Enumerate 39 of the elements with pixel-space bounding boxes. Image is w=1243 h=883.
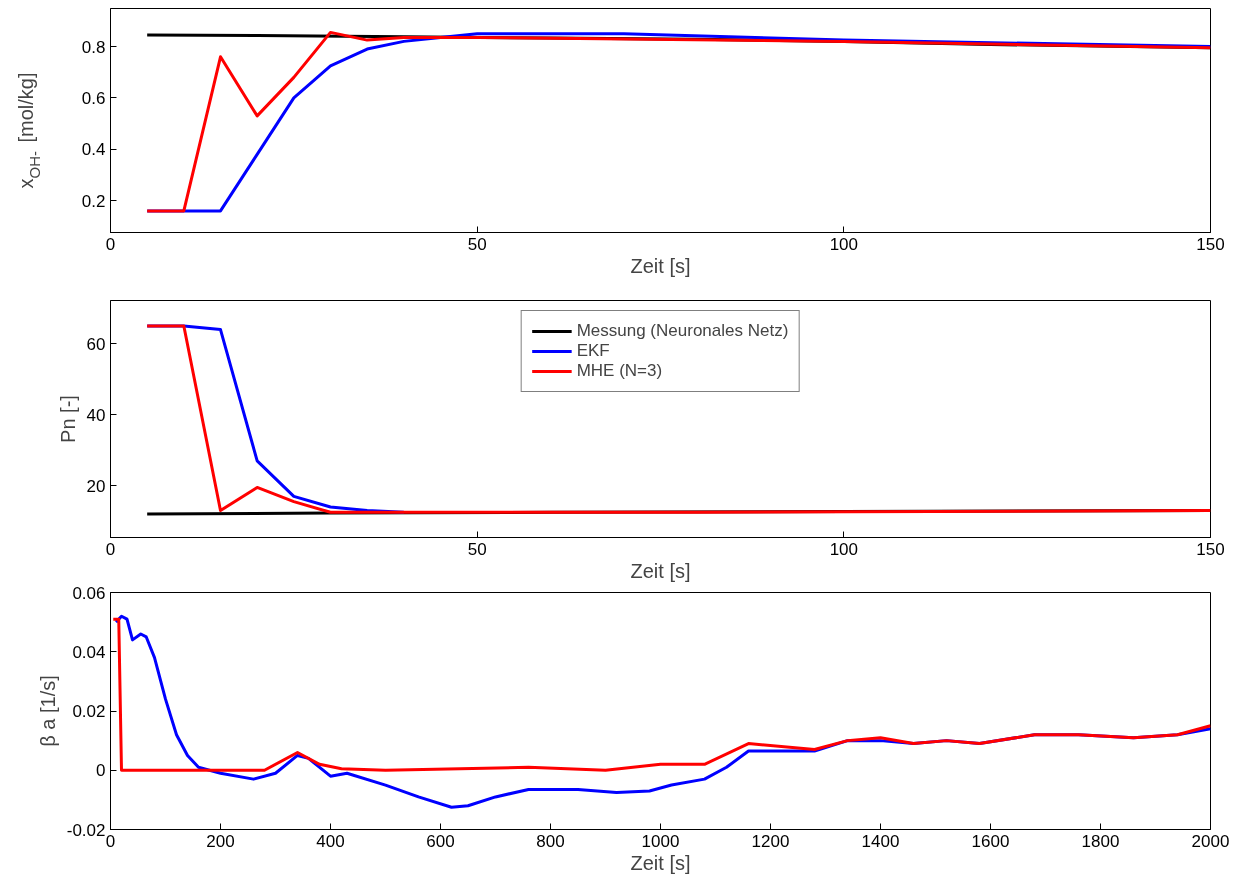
x-tick-label: 150 (1196, 234, 1225, 254)
x-tick-label: 50 (467, 234, 487, 254)
legend-label: EKF (576, 341, 610, 361)
y-tick-label: 60 (86, 334, 106, 354)
legend-label: Messung (Neuronales Netz) (576, 321, 789, 341)
x-tick-label: 1800 (1081, 831, 1120, 851)
y-tick-label: -0.02 (66, 820, 106, 840)
y-tick-label: 20 (86, 476, 106, 496)
y-axis-title: xOH- [mol/kg] (14, 72, 43, 189)
y-tick-label: 0.4 (81, 140, 106, 160)
x-tick-label: 1200 (751, 831, 790, 851)
y-tick-label: 0.04 (72, 642, 106, 662)
x-tick-label: 100 (829, 539, 859, 559)
y-tick-label: 0.06 (72, 583, 106, 603)
legend-label: MHE (N=3) (576, 361, 663, 381)
y-tick-label: 0 (96, 761, 106, 781)
x-tick-label: 400 (316, 831, 345, 851)
x-tick-label: 800 (536, 831, 565, 851)
y-tick-label: 40 (86, 405, 106, 425)
x-tick-label: 50 (467, 539, 487, 559)
x-tick-label: 1400 (861, 831, 900, 851)
y-axis-title: β a [1/s] (36, 675, 59, 747)
x-tick-label: 2000 (1191, 831, 1230, 851)
x-tick-label: 600 (426, 831, 455, 851)
line-series (111, 617, 1211, 772)
x-tick-label: 1600 (971, 831, 1010, 851)
y-tick-label: 0.2 (81, 191, 106, 211)
line-series (145, 324, 1211, 514)
x-axis-title: Zeit [s] (630, 851, 691, 874)
x-axis-title: Zeit [s] (630, 254, 691, 277)
y-tick-label: 0.02 (72, 702, 106, 721)
y-tick-label: 0.8 (81, 37, 106, 57)
x-tick-label: 200 (206, 831, 235, 851)
y-tick-label: 0.6 (81, 88, 106, 108)
x-tick-label: 100 (829, 234, 859, 254)
x-axis-title: Zeit [s] (630, 559, 691, 582)
x-tick-label: 1000 (641, 831, 680, 851)
x-tick-label: 150 (1196, 539, 1225, 559)
y-axis-title: Pn [-] (56, 395, 79, 443)
